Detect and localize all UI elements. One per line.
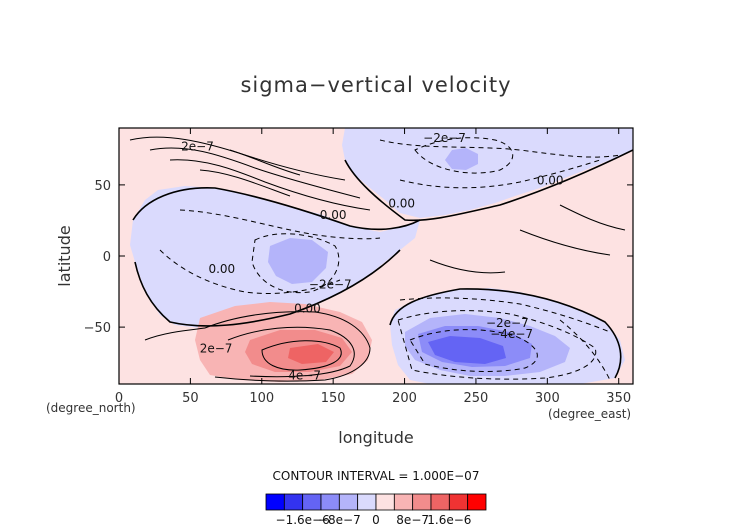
contour-label: 0.00 bbox=[294, 302, 321, 316]
colorbar-swatch bbox=[338, 493, 359, 511]
contour-label: 0.00 bbox=[537, 174, 564, 188]
region-north-central-descent bbox=[342, 128, 633, 218]
x-tick-label: 350 bbox=[606, 391, 631, 406]
positive-contours bbox=[129, 136, 626, 382]
colorbar-swatch bbox=[430, 493, 450, 511]
x-tick-label: 0 bbox=[115, 391, 123, 406]
colorbar-swatch bbox=[393, 493, 414, 511]
x-tick-label: 150 bbox=[321, 391, 346, 406]
colorbar-swatch bbox=[448, 493, 469, 511]
y-axis-unit: (degree_north) bbox=[46, 401, 136, 415]
region-northern-patch-min bbox=[445, 148, 478, 170]
colorbar bbox=[265, 493, 487, 511]
colorbar-label: −8e−7 bbox=[318, 513, 361, 527]
colorbar-swatch bbox=[265, 493, 285, 511]
colorbar-label: 8e−7 bbox=[396, 513, 429, 527]
contour-label: 2e−7 bbox=[200, 341, 233, 355]
contour-label: 0.00 bbox=[208, 262, 235, 276]
contour-label: 4e−7 bbox=[288, 368, 321, 382]
contour-label: −2e−7 bbox=[486, 316, 529, 330]
x-axis-unit: (degree_east) bbox=[548, 407, 631, 421]
y-tick-label: 0 bbox=[103, 250, 111, 265]
contour-label: 0.00 bbox=[320, 208, 347, 222]
region-southern-ascent-peak bbox=[288, 344, 334, 364]
contour-interval-text: CONTOUR INTERVAL = 1.000E−07 bbox=[273, 469, 480, 483]
contour-label: −2e−7 bbox=[423, 131, 466, 145]
region-southern-strong-min bbox=[428, 336, 506, 364]
colorbar-swatch bbox=[357, 493, 377, 511]
x-tick-label: 200 bbox=[392, 391, 417, 406]
x-axis: 0 50 100 150 200 250 300 350 bbox=[115, 128, 631, 406]
y-tick-label: 50 bbox=[94, 179, 111, 194]
y-axis-title: latitude bbox=[55, 225, 74, 286]
colorbar-swatch bbox=[467, 493, 487, 511]
contour-label: −2e−7 bbox=[309, 277, 352, 291]
x-tick-label: 50 bbox=[182, 391, 199, 406]
x-tick-label: 100 bbox=[249, 391, 274, 406]
x-tick-label: 300 bbox=[535, 391, 560, 406]
colorbar-label: −1.6e−6 bbox=[276, 513, 330, 527]
colorbar-swatch bbox=[302, 493, 322, 511]
contour-label: 0.00 bbox=[388, 196, 415, 210]
zero-contours bbox=[132, 149, 633, 379]
colorbar-label: 1.6e−6 bbox=[427, 513, 471, 527]
region-tropical-center-min bbox=[268, 238, 328, 284]
x-axis-title: longitude bbox=[338, 428, 413, 447]
colorbar-swatch bbox=[375, 493, 395, 511]
y-tick-label: −50 bbox=[84, 321, 111, 336]
contour-label: 2e−7 bbox=[181, 139, 214, 153]
contour-field bbox=[129, 128, 633, 384]
colorbar-swatch bbox=[320, 493, 340, 511]
colorbar-labels: −1.6e−6−8e−7 0 8e−71.6e−6 bbox=[276, 513, 472, 527]
contour-label: −4e−7 bbox=[490, 327, 533, 341]
contour-labels: 2e−7−2e−70.000.000.000.00−2e−70.00−2e−7−… bbox=[181, 131, 563, 383]
colorbar-label: 0 bbox=[372, 513, 380, 527]
x-tick-label: 250 bbox=[464, 391, 489, 406]
negative-contours bbox=[159, 137, 621, 381]
colorbar-swatch bbox=[283, 493, 304, 511]
chart-title: sigma−vertical velocity bbox=[240, 73, 511, 97]
colorbar-swatch bbox=[412, 493, 432, 511]
y-axis: 50 0 −50 bbox=[84, 179, 633, 336]
